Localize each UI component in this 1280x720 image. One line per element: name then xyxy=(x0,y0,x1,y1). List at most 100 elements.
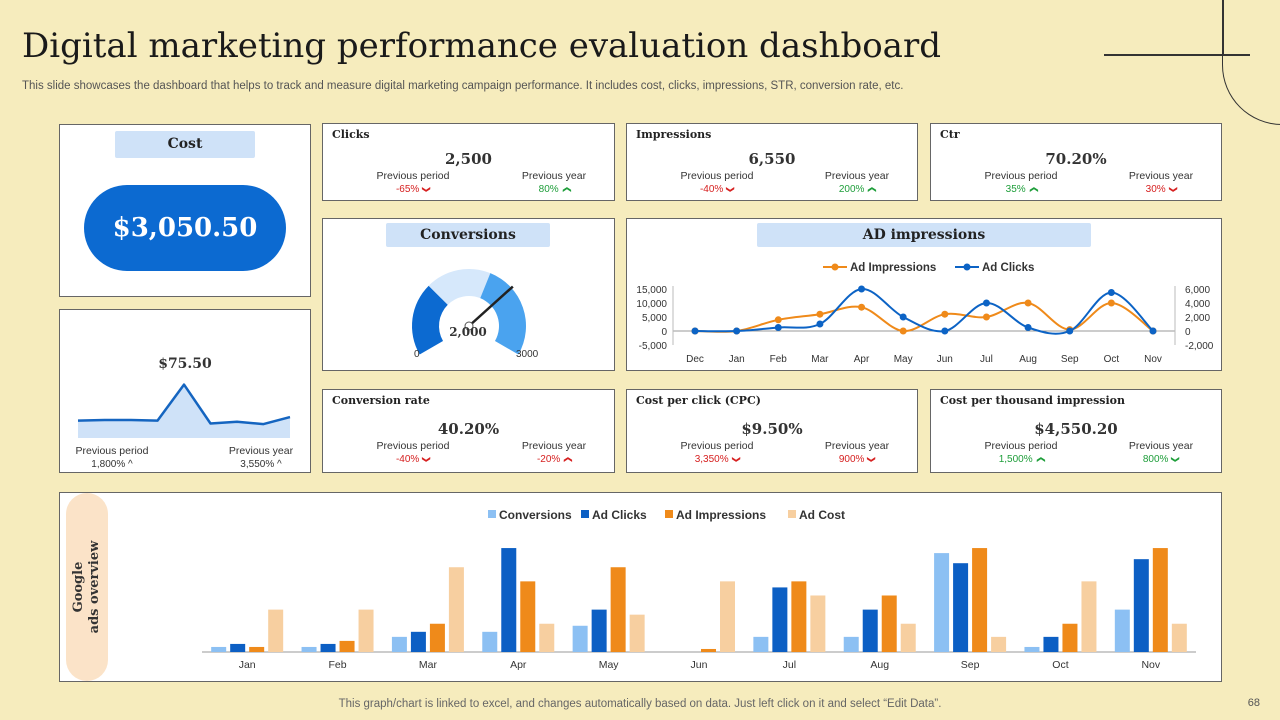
ctr-prev-period-label: Previous period xyxy=(984,170,1058,182)
cpc-prev-period-value: 3,350% xyxy=(694,454,729,465)
data-point xyxy=(1024,299,1032,307)
bar-ad-clicks xyxy=(953,563,969,652)
chevron-up-icon: ❯ xyxy=(1035,456,1045,463)
sparkline-prev-year-label: Previous year xyxy=(228,445,294,457)
ad-impressions-card[interactable]: AD impressions Ad Impressions Ad Clicks 15… xyxy=(626,218,1222,371)
cost-card[interactable]: Cost $3,050.50 xyxy=(59,124,311,297)
legend-marker-1 xyxy=(963,263,971,271)
chevron-up-icon: ❯ xyxy=(563,456,573,463)
sparkline-value: $75.50 xyxy=(158,356,212,372)
x-tick-label: Aug xyxy=(1019,354,1037,365)
x-tick-label: Jan xyxy=(729,354,745,365)
y-right-tick-label: 2,000 xyxy=(1185,313,1210,324)
clicks-prev-period-label: Previous period xyxy=(376,170,450,182)
data-point xyxy=(1107,289,1115,296)
clicks-prev-year: Previous year 80% ❯ xyxy=(489,170,619,196)
gauge-min-label: 0 xyxy=(414,349,420,360)
x-tick-label: Nov xyxy=(1144,354,1162,365)
bar-ad-cost xyxy=(268,609,284,652)
x-tick-label: Sep xyxy=(961,659,980,671)
sparkline-card[interactable]: $75.50 Previous period 1,800% ^ Previous… xyxy=(59,309,311,473)
conversion-rate-prev-year-value: -20% xyxy=(536,454,561,465)
gauge-hub xyxy=(464,321,474,331)
bar-conversions xyxy=(301,646,317,652)
bar-ad-impressions xyxy=(701,648,716,652)
cpc-card[interactable]: Cost per click (CPC) $9.50% Previous perio… xyxy=(626,389,918,473)
cost-label: Cost xyxy=(115,131,255,158)
cost-value: $3,050.50 xyxy=(84,185,286,271)
conversion-rate-card[interactable]: Conversion rate 40.20% Previous period -40%… xyxy=(322,389,615,473)
x-tick-label: Jan xyxy=(239,659,256,671)
google-ads-side-tab xyxy=(66,493,108,681)
clicks-prev-year-value: 80% xyxy=(538,184,559,195)
x-tick-label: Jun xyxy=(691,659,708,671)
legend-label-3: Ad Cost xyxy=(799,508,845,522)
bar-conversions xyxy=(753,636,769,652)
chevron-down-icon: ❯ xyxy=(1168,186,1178,193)
bar-ad-clicks xyxy=(230,643,246,652)
google-ads-label-line1: Google xyxy=(71,561,86,613)
bar-ad-impressions xyxy=(1152,548,1168,652)
chevron-down-icon: ❯ xyxy=(1171,456,1181,463)
sparkline-prev-year-value: 3,550% ^ xyxy=(240,459,282,470)
footer-note: This graph/chart is linked to excel, and… xyxy=(338,698,942,710)
bar-ad-impressions xyxy=(791,581,807,652)
data-point xyxy=(1149,327,1157,335)
chevron-down-icon: ❯ xyxy=(422,456,432,463)
clicks-prev-period: Previous period -65% ❯ xyxy=(348,170,478,196)
data-point xyxy=(982,299,990,307)
x-tick-label: Apr xyxy=(510,659,527,671)
cpm-prev-period-label: Previous period xyxy=(984,440,1058,452)
cpm-prev-period: Previous period 1,500% ❯ xyxy=(956,440,1086,466)
bar-conversions xyxy=(934,553,950,652)
bar-ad-clicks xyxy=(862,609,878,652)
bar-conversions xyxy=(572,625,588,652)
impressions-prev-period-value: -40% xyxy=(699,184,724,195)
data-point xyxy=(899,327,907,335)
conversion-rate-prev-year: Previous year -20% ❯ xyxy=(489,440,619,466)
clicks-value: 2,500 xyxy=(445,150,492,168)
chevron-up-icon: ❯ xyxy=(561,186,571,193)
sparkline-chart xyxy=(77,383,291,438)
clicks-card[interactable]: Clicks 2,500 Previous period -65% ❯ Previous … xyxy=(322,123,615,201)
x-tick-label: Feb xyxy=(770,354,788,365)
bar-ad-clicks xyxy=(410,631,426,652)
data-point xyxy=(858,285,866,293)
chevron-down-icon: ❯ xyxy=(731,456,741,463)
chevron-up-icon: ❯ xyxy=(867,186,877,193)
data-point xyxy=(774,324,782,331)
ctr-card[interactable]: Ctr 70.20% Previous period 35% ❯ Previous yea… xyxy=(930,123,1222,201)
chevron-down-icon: ❯ xyxy=(867,456,877,463)
bar-ad-clicks xyxy=(1133,559,1149,652)
bar-ad-cost xyxy=(358,609,374,652)
bar-ad-impressions xyxy=(429,623,445,652)
data-point xyxy=(858,303,866,311)
sparkline-prev-year: Previous year 3,550% ^ xyxy=(220,445,302,471)
conversion-rate-prev-year-label: Previous year xyxy=(521,440,587,452)
y-left-tick-label: 10,000 xyxy=(636,299,667,310)
gauge-segment-1 xyxy=(412,285,448,355)
decorative-line xyxy=(1104,54,1250,56)
x-tick-label: May xyxy=(599,659,620,671)
bar-ad-cost xyxy=(448,567,464,652)
legend-swatch-2 xyxy=(665,510,673,518)
bar-ad-impressions xyxy=(881,595,897,652)
ctr-prev-period: Previous period 35% ❯ xyxy=(956,170,1086,196)
y-right-tick-label: 0 xyxy=(1185,327,1191,338)
bar-conversions xyxy=(211,646,227,652)
clicks-title: Clicks xyxy=(332,128,370,141)
ctr-prev-period-value: 35% xyxy=(1005,184,1026,195)
chevron-up-icon: ❯ xyxy=(1028,186,1038,193)
conversions-card[interactable]: Conversions 2,000 0 3000 xyxy=(322,218,615,371)
google-ads-card[interactable]: Google ads overview Conversions Ad Clicks… xyxy=(59,492,1222,682)
cpm-card[interactable]: Cost per thousand impression $4,550.20 Pre… xyxy=(930,389,1222,473)
page-title: Digital marketing performance evaluation… xyxy=(22,26,941,66)
bar-conversions xyxy=(482,631,498,652)
clicks-prev-period-value: -65% xyxy=(395,184,420,195)
bar-ad-cost xyxy=(991,636,1007,652)
sparkline-prev-period-label: Previous period xyxy=(75,445,149,457)
decorative-arc xyxy=(1222,20,1280,125)
impressions-prev-period: Previous period -40% ❯ xyxy=(652,170,782,196)
impressions-card[interactable]: Impressions 6,550 Previous period -40% ❯ Prev… xyxy=(626,123,918,201)
y-right-tick-label: -2,000 xyxy=(1185,341,1214,352)
